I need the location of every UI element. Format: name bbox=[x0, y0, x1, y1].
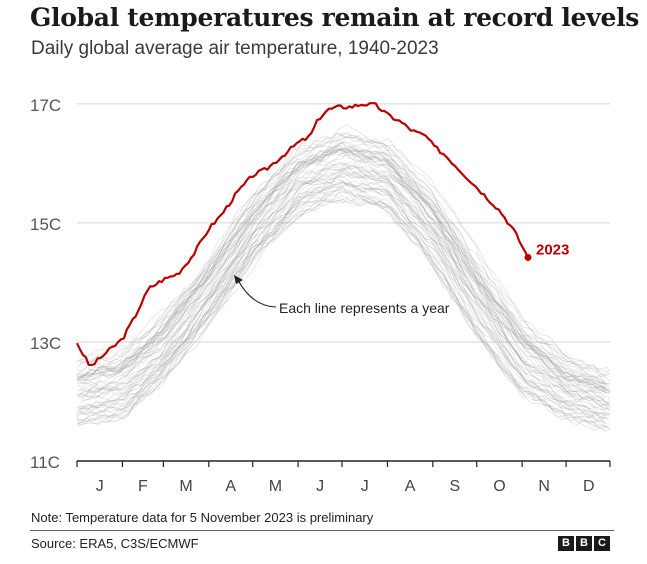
historical-year-line bbox=[76, 175, 606, 417]
gridlines bbox=[77, 103, 610, 343]
historical-year-line bbox=[76, 168, 606, 400]
historical-year-line bbox=[76, 198, 606, 433]
y-tick-label: 15C bbox=[30, 215, 61, 234]
footer-divider bbox=[30, 530, 614, 531]
x-tick-label: M bbox=[269, 478, 282, 495]
historical-year-line bbox=[76, 133, 606, 384]
historical-year-line bbox=[78, 181, 611, 416]
historical-year-line bbox=[79, 124, 611, 373]
historical-year-line bbox=[78, 182, 611, 419]
historical-year-line bbox=[77, 164, 610, 405]
bbc-logo-letter: B bbox=[576, 536, 592, 551]
x-tick-label: M bbox=[179, 478, 192, 495]
historical-year-line bbox=[76, 146, 605, 391]
historical-year-line bbox=[79, 184, 611, 416]
x-tick-label: A bbox=[225, 478, 236, 495]
x-tick-label: S bbox=[449, 478, 460, 495]
x-tick-label: N bbox=[538, 478, 550, 495]
x-tick-label: J bbox=[96, 478, 104, 495]
y-tick-label: 17C bbox=[30, 96, 61, 115]
historical-year-line bbox=[76, 144, 609, 394]
historical-year-line bbox=[76, 148, 606, 389]
temperature-chart: 11C 13C 15C 17C J F M A M J J A S O N D 2023 Each line… bbox=[30, 96, 611, 495]
historical-year-line bbox=[76, 141, 609, 385]
historical-year-line bbox=[77, 166, 610, 411]
historical-year-line bbox=[77, 195, 610, 428]
historical-year-line bbox=[77, 154, 609, 394]
historical-years-band bbox=[76, 124, 611, 433]
historical-year-line bbox=[79, 178, 611, 416]
footnote: Note: Temperature data for 5 November 20… bbox=[31, 510, 374, 525]
historical-year-line bbox=[76, 181, 606, 421]
historical-year-line bbox=[76, 151, 607, 393]
historical-year-line bbox=[79, 131, 611, 376]
y-tick-label: 13C bbox=[30, 334, 61, 353]
bbc-logo-letter: B bbox=[558, 536, 574, 551]
x-tick-label: F bbox=[138, 478, 148, 495]
x-tick-label: O bbox=[493, 478, 505, 495]
x-tick-label: A bbox=[405, 478, 416, 495]
historical-year-line bbox=[80, 135, 611, 382]
historical-year-line bbox=[76, 166, 608, 409]
historical-year-line bbox=[80, 146, 611, 393]
historical-year-line bbox=[80, 148, 611, 396]
historical-year-line bbox=[76, 132, 605, 378]
historical-year-line bbox=[76, 145, 608, 392]
historical-year-line bbox=[80, 175, 611, 413]
historical-year-line bbox=[76, 185, 606, 423]
series-2023-line bbox=[76, 102, 529, 367]
historical-year-line bbox=[76, 136, 608, 377]
historical-year-line bbox=[76, 190, 608, 432]
historical-year-line bbox=[76, 189, 608, 425]
bbc-logo: B B C bbox=[558, 536, 610, 551]
x-tick-label: D bbox=[583, 478, 595, 495]
historical-year-line bbox=[76, 179, 609, 418]
historical-year-line bbox=[79, 147, 611, 393]
historical-year-line bbox=[76, 146, 606, 385]
historical-year-line bbox=[78, 149, 611, 394]
x-tick-label: J bbox=[361, 478, 369, 495]
historical-year-line bbox=[77, 189, 610, 421]
historical-year-line bbox=[79, 169, 611, 406]
historical-year-line bbox=[76, 141, 607, 391]
annotation-text: Each line represents a year bbox=[279, 300, 450, 316]
historical-year-line bbox=[76, 149, 607, 391]
historical-year-line bbox=[78, 148, 611, 386]
historical-year-line bbox=[78, 195, 610, 430]
historical-year-line bbox=[78, 171, 610, 409]
x-tick-label: J bbox=[316, 478, 324, 495]
historical-year-line bbox=[76, 187, 606, 425]
annotation: Each line represents a year bbox=[234, 275, 450, 316]
historical-year-line bbox=[76, 162, 605, 401]
historical-year-line bbox=[78, 200, 611, 431]
historical-year-line bbox=[80, 167, 611, 407]
y-axis-labels: 11C 13C 15C 17C bbox=[30, 96, 61, 472]
historical-year-line bbox=[76, 154, 607, 395]
historical-year-line bbox=[76, 142, 606, 385]
annotation-arrow bbox=[237, 279, 277, 308]
historical-year-line bbox=[76, 183, 608, 419]
bbc-logo-letter: C bbox=[594, 536, 610, 551]
y-tick-label: 11C bbox=[30, 453, 60, 472]
historical-year-line bbox=[76, 149, 606, 395]
historical-year-line bbox=[80, 173, 611, 405]
series-2023: 2023 bbox=[76, 102, 569, 367]
source-text: Source: ERA5, C3S/ECMWF bbox=[31, 536, 199, 551]
historical-year-line bbox=[76, 198, 608, 432]
series-2023-label: 2023 bbox=[536, 241, 569, 258]
annotation-arrowhead bbox=[234, 275, 243, 284]
historical-year-line bbox=[76, 148, 609, 391]
chart-subtitle: Daily global average air temperature, 19… bbox=[31, 38, 439, 59]
historical-year-line bbox=[78, 165, 611, 405]
series-2023-end-point bbox=[524, 253, 532, 261]
historical-year-line bbox=[78, 162, 611, 403]
historical-year-line bbox=[77, 169, 610, 410]
historical-year-line bbox=[76, 180, 607, 413]
chart-title: Global temperatures remain at record lev… bbox=[30, 3, 640, 32]
historical-year-line bbox=[76, 132, 609, 377]
historical-year-line bbox=[81, 162, 611, 401]
historical-year-line bbox=[78, 140, 611, 384]
